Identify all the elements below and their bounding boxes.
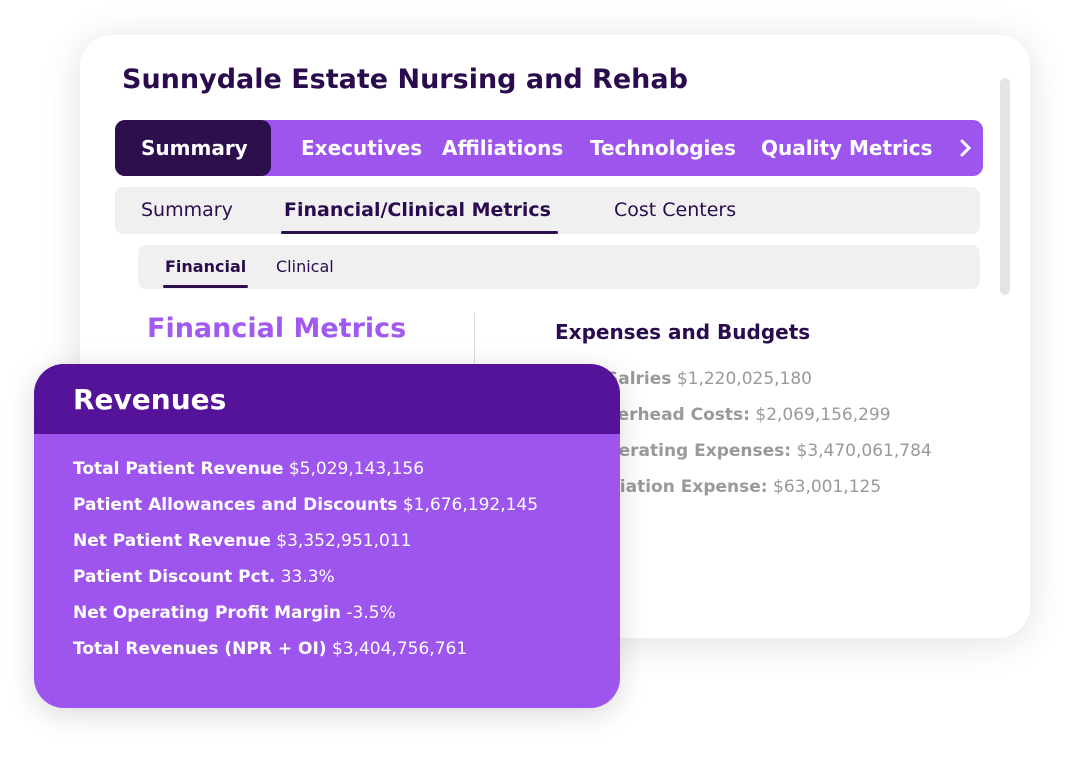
- section-title: Financial Metrics: [147, 313, 407, 344]
- label: Total Patient Revenue: [73, 459, 284, 479]
- subtab[interactable]: Financial/Clinical Metrics: [284, 199, 551, 221]
- tab[interactable]: Summary: [141, 136, 248, 160]
- value: 33.3%: [280, 567, 335, 587]
- subsubtab[interactable]: Financial: [165, 257, 247, 276]
- next-arrow[interactable]: [958, 138, 974, 158]
- revenue-row: Net Patient Revenue $3,352,951,011: [73, 531, 411, 551]
- tab[interactable]: Affiliations: [442, 136, 564, 160]
- active-underline: [163, 285, 248, 288]
- label: Salries: [606, 369, 672, 389]
- expense-row: Salries $1,220,025,180: [606, 369, 812, 389]
- label: Patient Discount Pct.: [73, 567, 276, 587]
- revenue-row: Patient Discount Pct. 33.3%: [73, 567, 335, 587]
- scrollbar[interactable]: [1000, 78, 1010, 295]
- revenues-card: [34, 364, 620, 708]
- value: $3,470,061,784: [796, 441, 932, 461]
- revenue-row: Patient Allowances and Discounts $1,676,…: [73, 495, 538, 515]
- value: $63,001,125: [773, 477, 882, 497]
- revenue-row: Total Patient Revenue $5,029,143,156: [73, 459, 424, 479]
- subtab[interactable]: Summary: [141, 199, 233, 221]
- revenues-title: Revenues: [73, 383, 227, 416]
- value: -3.5%: [346, 603, 396, 623]
- value: $2,069,156,299: [755, 405, 891, 425]
- revenue-row: Net Operating Profit Margin -3.5%: [73, 603, 396, 623]
- label: Net Operating Profit Margin: [73, 603, 341, 623]
- label: Net Patient Revenue: [73, 531, 271, 551]
- value: $5,029,143,156: [288, 459, 425, 479]
- value: $3,404,756,761: [331, 639, 468, 659]
- tab[interactable]: Technologies: [590, 136, 736, 160]
- page-title: Sunnydale Estate Nursing and Rehab: [122, 64, 688, 95]
- label: Overhead Costs:: [592, 405, 750, 425]
- label: Operating Expenses:: [592, 441, 792, 461]
- label: Total Revenues (NPR + OI): [73, 639, 327, 659]
- expense-row: Operating Expenses: $3,470,061,784: [592, 441, 932, 461]
- active-tab[interactable]: [115, 120, 271, 176]
- subsubtab-bar: [138, 245, 980, 289]
- tab[interactable]: Quality Metrics: [761, 136, 933, 160]
- value: $1,676,192,145: [402, 495, 539, 515]
- revenue-row: Total Revenues (NPR + OI) $3,404,756,761: [73, 639, 467, 659]
- subtab[interactable]: Cost Centers: [614, 199, 737, 221]
- value: $3,352,951,011: [276, 531, 412, 551]
- value: $1,220,025,180: [676, 369, 812, 389]
- subsubtab[interactable]: Clinical: [276, 257, 334, 276]
- revenues-header: [34, 364, 620, 434]
- active-underline: [281, 231, 558, 234]
- tab[interactable]: Executives: [301, 136, 423, 160]
- label: Patient Allowances and Discounts: [73, 495, 398, 515]
- subtab-bar: [115, 187, 980, 234]
- expenses-title: Expenses and Budgets: [555, 320, 811, 344]
- expense-row: Overhead Costs: $2,069,156,299: [592, 405, 891, 425]
